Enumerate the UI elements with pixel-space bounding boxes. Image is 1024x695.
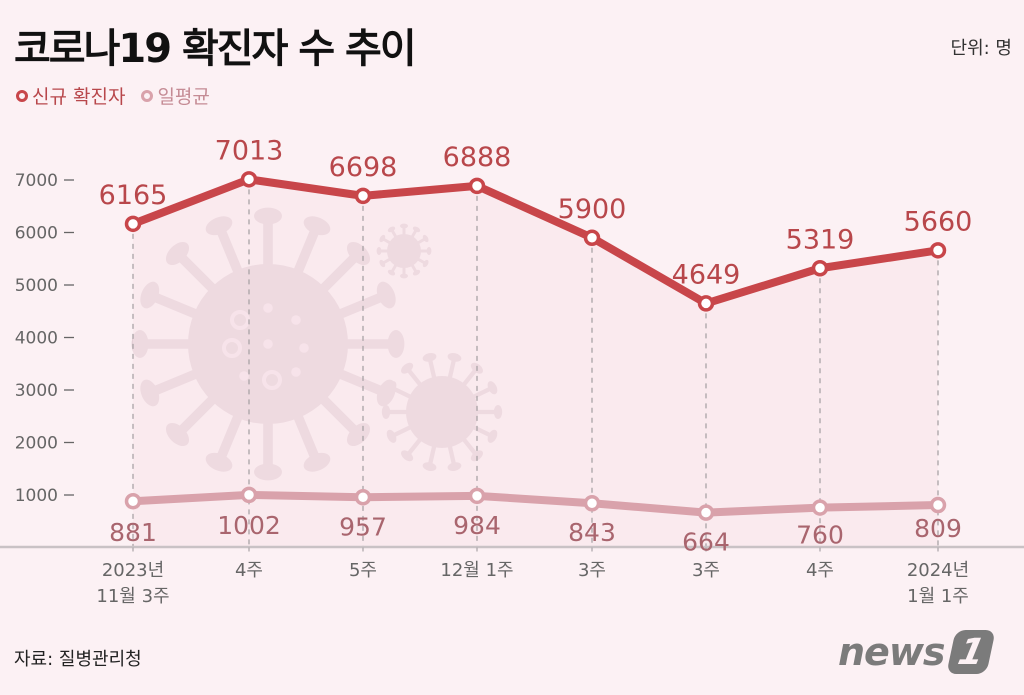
- legend-label: 신규 확진자: [32, 86, 126, 108]
- data-label: 957: [339, 512, 387, 541]
- legend-label: 일평균: [157, 86, 210, 108]
- legend: 신규 확진자 일평균: [16, 82, 220, 109]
- x-tick-label: 3주: [578, 560, 606, 581]
- series-line: [129, 175, 942, 308]
- x-tick-label: 1월 1주: [907, 586, 969, 607]
- data-point-marker: [240, 171, 258, 188]
- x-tick-label: 11월 3주: [96, 586, 169, 607]
- series-daily-average: 881 1002 957 984 843 664 760 809: [109, 486, 962, 557]
- y-axis: 1000 2000 3000 4000 5000 6000 7000: [15, 171, 74, 506]
- x-tick-label: 12월 1주: [440, 560, 513, 581]
- data-point-marker: [811, 260, 829, 277]
- legend-marker-icon: [16, 89, 28, 102]
- legend-item-new-cases: 신규 확진자: [16, 82, 125, 109]
- y-tick-label: 2000: [15, 434, 58, 454]
- data-label: 6165: [99, 180, 168, 211]
- plot-area-fill: [133, 179, 938, 548]
- logo-mark-icon: 1: [945, 630, 996, 674]
- data-label: 7013: [215, 135, 284, 166]
- x-tick-label: 4주: [806, 560, 834, 581]
- data-point-marker: [468, 177, 486, 195]
- x-axis-labels: 2023년 11월 3주 4주 5주 12월 1주 3주 3주 4주 2024년 1월 1주: [96, 560, 969, 607]
- data-label: 1002: [217, 511, 281, 540]
- data-label: 4649: [672, 259, 741, 290]
- data-label: 843: [568, 518, 616, 547]
- chart-title: 코로나19 확진자 수 추이: [14, 26, 417, 72]
- x-tick-label: 2023년: [102, 560, 164, 581]
- data-point-marker: [240, 486, 258, 504]
- y-tick-label: 3000: [15, 381, 58, 401]
- y-tick-label: 5000: [15, 276, 58, 296]
- data-label: 6888: [443, 142, 512, 173]
- data-point-marker: [583, 494, 601, 512]
- logo-text: news: [838, 630, 946, 674]
- data-label: 809: [914, 514, 962, 543]
- data-label: 5319: [786, 224, 855, 255]
- data-point-marker: [354, 489, 372, 506]
- data-label: 5660: [904, 206, 973, 237]
- data-point-marker: [583, 229, 601, 246]
- source-note: 자료: 질병관리청: [14, 649, 142, 670]
- series-line: [129, 490, 942, 517]
- y-tick-label: 4000: [15, 329, 58, 349]
- y-tick-label: 6000: [15, 224, 58, 244]
- data-label: 984: [453, 511, 501, 540]
- y-tick-label: 7000: [15, 171, 58, 191]
- data-point-marker: [697, 504, 715, 521]
- data-point-marker: [124, 215, 142, 233]
- data-label: 760: [796, 521, 844, 550]
- data-point-marker: [697, 295, 715, 312]
- data-point-marker: [929, 242, 947, 259]
- x-tick-label: 5주: [349, 560, 377, 581]
- data-label: 664: [682, 528, 730, 557]
- news1-logo: news 1: [838, 630, 996, 674]
- x-tick-label: 3주: [692, 560, 720, 581]
- unit-label: 단위: 명: [950, 38, 1012, 59]
- data-point-marker: [354, 187, 372, 205]
- legend-item-daily-average: 일평균: [141, 82, 210, 109]
- data-point-marker: [929, 496, 947, 514]
- x-tick-label: 4주: [235, 560, 263, 581]
- x-axis-ticks: [132, 547, 939, 552]
- data-label: 5900: [558, 194, 627, 225]
- y-tick-label: 1000: [15, 486, 58, 506]
- data-label: 6698: [329, 152, 398, 183]
- legend-marker-icon: [141, 89, 154, 102]
- data-point-marker: [811, 499, 829, 516]
- data-point-marker: [124, 492, 142, 510]
- x-tick-label: 2024년: [907, 560, 969, 581]
- data-label: 881: [109, 518, 157, 547]
- series-new-cases: 6165 7013 6698 6888 5900 4649 5319 5660: [99, 135, 973, 312]
- data-point-marker: [468, 487, 486, 505]
